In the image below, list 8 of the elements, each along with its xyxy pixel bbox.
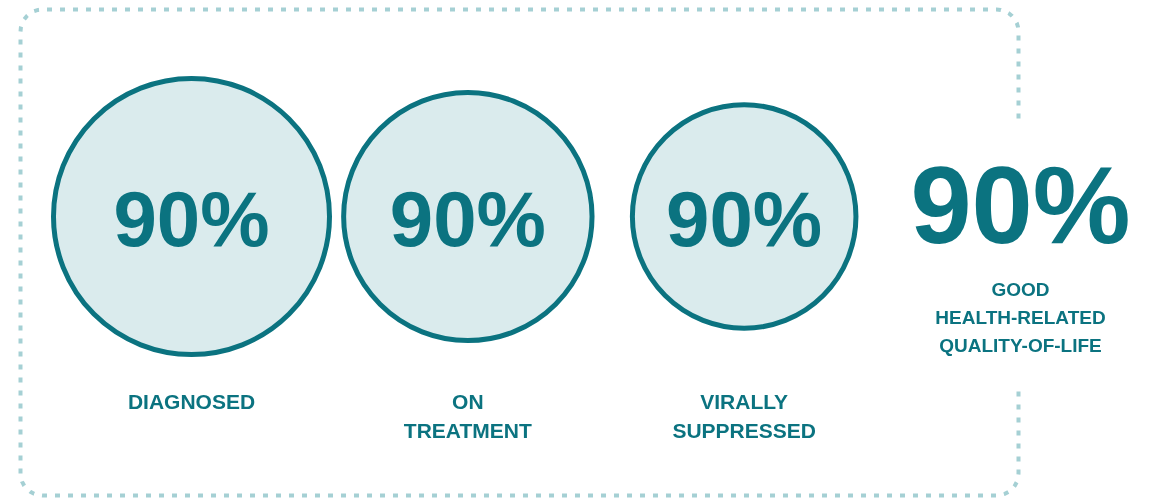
data-label: 90% xyxy=(910,143,1131,266)
category-label: VIRALLY SUPPRESSED xyxy=(672,389,816,443)
category-label: DIAGNOSED xyxy=(127,389,256,413)
category-label: GOOD HEALTH-RELATED QUALITY-OF-LIFE xyxy=(935,278,1106,357)
data-label: 90% xyxy=(113,174,270,263)
data-label: 90% xyxy=(389,174,546,263)
category-label: ON TREATMENT xyxy=(403,389,532,443)
data-label: 90% xyxy=(666,174,823,263)
